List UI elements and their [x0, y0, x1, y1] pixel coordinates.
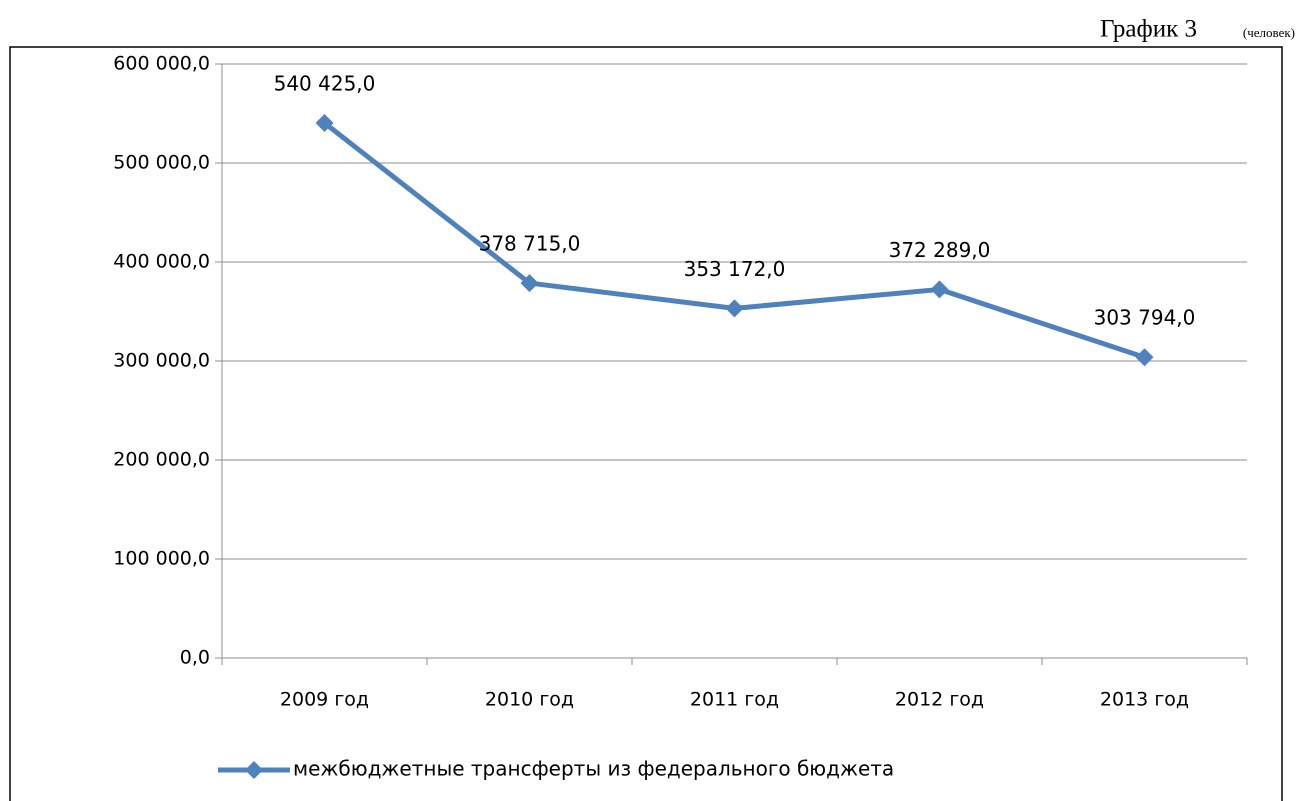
y-tick-label: 0,0: [180, 647, 210, 669]
y-tick-label: 200 000,0: [113, 449, 210, 471]
chart-subtitle: (человек): [1243, 25, 1295, 40]
legend-marker: [245, 761, 263, 779]
marker: [930, 280, 949, 299]
line: [322, 121, 1146, 360]
data-label: 353 172,0: [684, 257, 786, 281]
x-tick-label: 2012 год: [895, 689, 984, 711]
y-tick-label: 500 000,0: [113, 152, 210, 174]
y-tick-label: 300 000,0: [113, 350, 210, 372]
marker: [520, 274, 539, 293]
data-label: 303 794,0: [1094, 306, 1196, 330]
data-label: 378 715,0: [479, 232, 581, 256]
x-tick-label: 2011 год: [690, 689, 779, 711]
chart-border: [9, 46, 1283, 801]
data-label: 540 425,0: [274, 71, 376, 95]
data-label: 372 289,0: [889, 238, 991, 262]
x-tick-label: 2009 год: [280, 689, 369, 711]
chart-title: График 3: [1100, 16, 1197, 43]
marker: [315, 113, 334, 132]
y-tick-label: 400 000,0: [113, 251, 210, 273]
x-tick-label: 2010 год: [485, 689, 574, 711]
y-tick-label: 100 000,0: [113, 548, 210, 570]
y-tick-label: 600 000,0: [113, 53, 210, 75]
x-tick-label: 2013 год: [1100, 689, 1189, 711]
marker: [1135, 348, 1154, 367]
marker: [725, 299, 744, 318]
legend-label: межбюджетные трансферты из федерального …: [293, 757, 894, 781]
